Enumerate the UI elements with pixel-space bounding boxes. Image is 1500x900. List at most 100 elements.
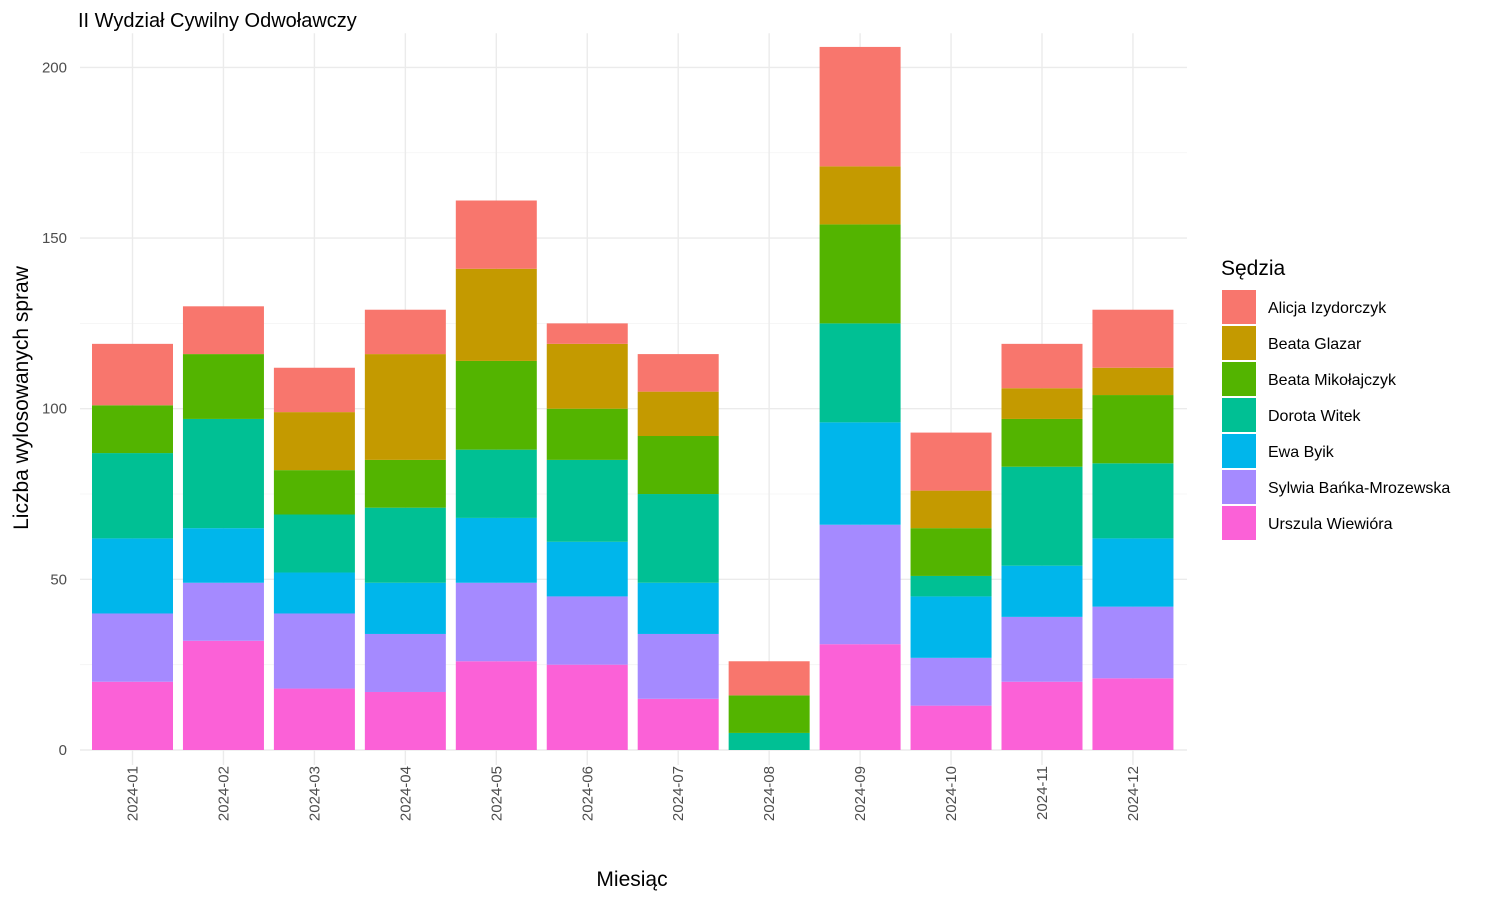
bar-segment — [910, 528, 992, 576]
bar-segment — [546, 343, 628, 409]
bar-segment — [910, 432, 992, 491]
bar-segment — [1001, 616, 1083, 682]
bar-segment — [273, 572, 355, 614]
x-tick-label: 2024-03 — [306, 766, 323, 821]
bar-segment — [819, 323, 901, 423]
y-axis-ticks: 0 50 100 150 200 — [42, 59, 67, 759]
bar-segment — [182, 354, 264, 419]
x-tick-label: 2024-12 — [1125, 766, 1142, 821]
bars-layer — [92, 46, 1174, 750]
bar-segment — [92, 538, 173, 614]
bar-segment — [1092, 606, 1174, 679]
bar-segment — [910, 596, 992, 658]
bar-segment — [1001, 565, 1083, 617]
legend: Sędzia Alicja Izydorczyk Beata Glazar Beat… — [1221, 257, 1450, 540]
legend-key — [1222, 398, 1256, 432]
bar-segment — [728, 732, 810, 750]
y-axis-title: Liczba wylosowanych spraw — [10, 265, 33, 530]
legend-key — [1222, 326, 1256, 360]
bar-segment — [455, 200, 537, 269]
bar-segment — [1001, 388, 1083, 419]
bar-segment — [819, 166, 901, 225]
bar-segment — [1001, 466, 1083, 566]
bar-segment — [819, 46, 901, 167]
bar-segment — [819, 422, 901, 525]
bar-segment — [455, 582, 537, 662]
bar-segment — [1001, 681, 1083, 750]
bar-segment — [637, 698, 719, 750]
x-tick-label: 2024-10 — [943, 766, 960, 821]
bar-segment — [273, 470, 355, 515]
bar-segment — [546, 323, 628, 344]
x-tick-label: 2024-07 — [670, 766, 687, 821]
bar-segment — [364, 309, 446, 355]
bar-segment — [546, 596, 628, 665]
x-tick-label: 2024-08 — [761, 766, 778, 821]
bar-segment — [182, 528, 264, 583]
bar-segment — [1092, 395, 1174, 464]
bar-segment — [546, 459, 628, 542]
legend-label: Alicja Izydorczyk — [1268, 300, 1387, 317]
bar-segment — [455, 268, 537, 361]
bar-segment — [819, 224, 901, 324]
x-axis-title: Miesiąc — [596, 868, 667, 891]
bar-segment — [1092, 538, 1174, 607]
legend-key — [1222, 362, 1256, 396]
x-tick-label: 2024-05 — [488, 766, 505, 821]
bar-segment — [1092, 463, 1174, 539]
bar-segment — [455, 517, 537, 583]
legend-label: Ewa Byik — [1268, 444, 1335, 461]
bar-segment — [637, 633, 719, 699]
bar-segment — [92, 613, 173, 682]
y-tick-label: 50 — [50, 571, 67, 588]
bar-segment — [1092, 309, 1174, 368]
legend-label: Urszula Wiewióra — [1268, 516, 1393, 533]
bar-segment — [182, 418, 264, 529]
bar-segment — [273, 367, 355, 413]
bar-segment — [637, 391, 719, 437]
bar-segment — [92, 453, 173, 539]
bar-segment — [637, 354, 719, 392]
bar-segment — [637, 582, 719, 634]
x-tick-label: 2024-02 — [215, 766, 232, 821]
chart-title: II Wydział Cywilny Odwoławczy — [78, 10, 357, 32]
bar-segment — [364, 459, 446, 508]
bar-segment — [637, 436, 719, 495]
x-tick-label: 2024-11 — [1034, 766, 1051, 820]
bar-segment — [1092, 367, 1174, 396]
x-axis-ticks: 2024-01 2024-02 2024-03 2024-04 2024-05 2024-… — [125, 766, 1142, 821]
y-tick-label: 0 — [59, 742, 67, 759]
legend-label: Sylwia Bańka-Mrozewska — [1268, 480, 1450, 497]
x-tick-label: 2024-09 — [852, 766, 869, 821]
bar-segment — [182, 306, 264, 355]
bar-segment — [273, 613, 355, 689]
y-tick-label: 100 — [42, 401, 67, 418]
bar-segment — [546, 664, 628, 750]
x-tick-label: 2024-04 — [397, 766, 414, 821]
y-tick-label: 150 — [42, 230, 67, 247]
bar-segment — [1092, 678, 1174, 750]
legend-key — [1222, 470, 1256, 504]
legend-label: Dorota Witek — [1268, 408, 1361, 425]
bar-segment — [910, 657, 992, 706]
bar-segment — [637, 494, 719, 583]
bar-segment — [1001, 418, 1083, 467]
bar-segment — [364, 507, 446, 583]
bar-segment — [92, 681, 173, 750]
legend-label: Beata Glazar — [1268, 336, 1362, 353]
bar-segment — [364, 691, 446, 750]
bar-segment — [364, 633, 446, 692]
bar-segment — [273, 688, 355, 750]
bar-segment — [546, 541, 628, 597]
bar-segment — [910, 705, 992, 750]
bar-segment — [455, 360, 537, 450]
bar-segment — [819, 644, 901, 750]
y-tick-label: 200 — [42, 59, 67, 76]
legend-label: Beata Mikołajczyk — [1268, 372, 1397, 389]
bar-segment — [819, 524, 901, 645]
legend-title: Sędzia — [1221, 257, 1286, 280]
bar-segment — [92, 405, 173, 454]
bar-segment — [728, 661, 810, 696]
bar-segment — [910, 490, 992, 529]
